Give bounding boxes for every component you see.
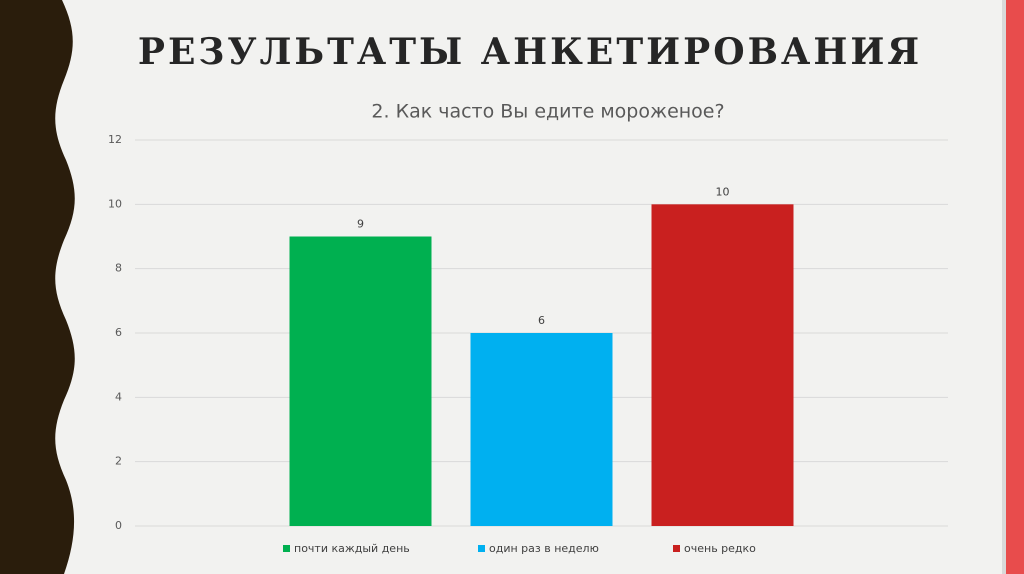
bar	[470, 333, 613, 526]
data-label: 6	[538, 314, 545, 327]
legend-swatch	[478, 545, 485, 552]
y-tick-label: 10	[108, 197, 122, 210]
y-tick-label: 0	[115, 519, 122, 532]
right-edge	[1002, 0, 1006, 574]
data-label: 10	[716, 185, 730, 198]
legend-swatch	[283, 545, 290, 552]
y-tick-label: 12	[108, 133, 122, 146]
y-tick-label: 8	[115, 262, 122, 275]
bar	[289, 236, 432, 526]
right-accent	[1006, 0, 1024, 574]
chart-title: 2. Как часто Вы едите мороженое?	[371, 101, 724, 123]
y-tick-label: 6	[115, 326, 122, 339]
legend-label: очень редко	[684, 542, 756, 555]
y-tick-label: 2	[115, 455, 122, 468]
bar	[651, 204, 794, 527]
y-tick-label: 4	[115, 390, 122, 403]
slide-title: РЕЗУЛЬТАТЫ АНКЕТИРОВАНИЯ	[138, 31, 922, 73]
legend-swatch	[673, 545, 680, 552]
legend-label: один раз в неделю	[489, 542, 599, 555]
legend-label: почти каждый день	[294, 542, 410, 555]
decorative-strip	[0, 0, 75, 574]
data-label: 9	[357, 218, 364, 231]
